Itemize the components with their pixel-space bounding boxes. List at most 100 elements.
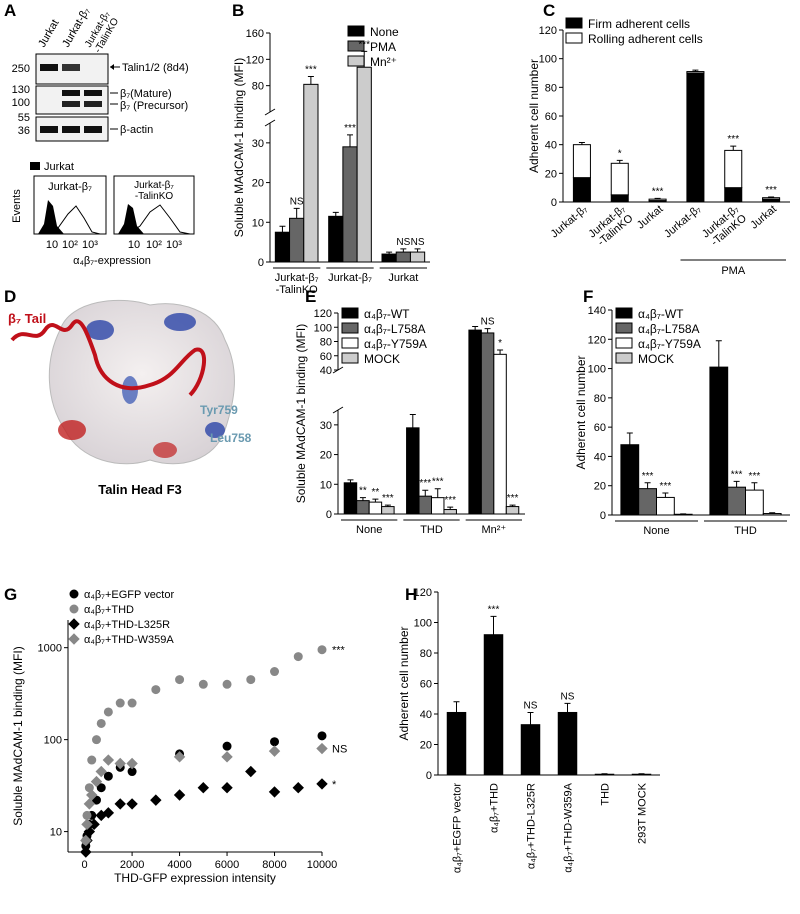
point <box>245 765 257 778</box>
legend-swatch <box>615 307 633 319</box>
y-tick-label: 10 <box>252 217 264 229</box>
y-tick-label: 100 <box>414 618 432 630</box>
error-bar <box>527 711 534 725</box>
y-tick-label: 100 <box>539 54 557 66</box>
bar <box>446 711 467 776</box>
legend-swatch <box>615 337 633 349</box>
error-bar <box>692 69 699 72</box>
panel-letter: D <box>4 287 16 306</box>
point <box>293 652 303 662</box>
legend-label: Jurkat <box>44 161 74 173</box>
y-tick-label: 0 <box>326 509 332 521</box>
panel-letter: E <box>305 287 316 306</box>
legend-marker <box>69 589 79 599</box>
bar <box>505 506 520 515</box>
error-bar <box>279 225 286 233</box>
point <box>317 645 327 655</box>
x-tick-label: Jurkat-β₇ <box>328 272 372 284</box>
surface-patch <box>164 313 196 331</box>
arrow-head <box>110 64 114 70</box>
point <box>80 834 92 847</box>
annotation: *** <box>305 64 317 75</box>
bar <box>368 501 383 515</box>
bar <box>724 149 743 189</box>
bar <box>289 217 305 263</box>
y-tick-label: 20 <box>545 168 557 180</box>
x-tick-label: Mn²⁺ <box>481 524 506 536</box>
bar <box>274 231 291 263</box>
y-tick-label: 20 <box>420 740 432 752</box>
x-tick-label: Jurkat-β₇-TalinKO <box>275 272 319 296</box>
point <box>102 807 115 819</box>
y-tick-label: 30 <box>252 138 264 150</box>
x-tick-label: 2000 <box>120 859 144 871</box>
y-tick-label: 40 <box>545 140 557 152</box>
bar <box>610 162 629 196</box>
legend-label: α₄β₇+THD <box>84 604 134 616</box>
x-tick-label: Jurkat <box>748 203 779 231</box>
panel-letter: A <box>4 1 16 20</box>
legend-label: α₄β₇-WT <box>364 307 410 321</box>
mw-label: 100 <box>12 97 30 109</box>
lane-label: Jurkat <box>36 18 61 50</box>
y-axis-label: Events <box>11 189 23 223</box>
bar <box>686 72 705 203</box>
y-tick-label: 120 <box>539 25 557 37</box>
point <box>316 778 328 790</box>
point <box>221 782 233 794</box>
bar <box>709 366 729 516</box>
x-tick-label: 10³ <box>82 239 98 251</box>
x-tick-label: 10000 <box>307 859 338 871</box>
y-tick-label: 100 <box>44 735 62 747</box>
legend-label: α₄β₇+EGFP vector <box>84 589 174 601</box>
x-tick-label: Jurkat <box>388 272 418 284</box>
error-bar <box>409 413 416 428</box>
y-tick-label: 140 <box>588 305 606 317</box>
x-axis-label: THD-GFP expression intensity <box>114 871 276 885</box>
x-tick-label: Jurkat-β₇-TalinKO <box>586 203 635 250</box>
point <box>270 737 280 747</box>
annotation: *** <box>488 604 500 615</box>
point <box>91 735 101 745</box>
bar <box>381 506 395 515</box>
legend-swatch <box>565 32 583 44</box>
point <box>270 667 280 677</box>
legend-label: Rolling adherent cells <box>588 32 703 46</box>
annotation: *** <box>642 471 654 482</box>
point <box>268 786 281 798</box>
error-bar <box>447 506 454 510</box>
error-bar <box>509 504 516 507</box>
y-tick-label: 0 <box>426 770 432 782</box>
bar <box>406 427 420 515</box>
legend-label: PMA <box>370 40 396 54</box>
x-axis-label: α₄β₇-expression <box>73 255 151 267</box>
y-tick-label: 60 <box>320 351 332 363</box>
x-tick-label: None <box>643 525 669 537</box>
surface-patch <box>205 422 225 438</box>
point <box>103 707 113 717</box>
error-bar <box>347 134 353 147</box>
bar <box>572 144 591 179</box>
annotation: *** <box>727 134 739 145</box>
error-bar <box>497 349 504 355</box>
histogram <box>47 205 101 235</box>
x-tick-label: 10 <box>128 239 140 251</box>
error-bar <box>730 145 737 151</box>
bar <box>557 711 578 776</box>
annotation: ** <box>372 487 380 498</box>
y-tick-label: 10 <box>50 827 62 839</box>
flow-plot <box>113 175 195 235</box>
point <box>87 755 97 765</box>
y-tick-label: 60 <box>420 679 432 691</box>
band <box>40 126 58 133</box>
point <box>317 731 327 741</box>
legend-label: Firm adherent cells <box>588 17 690 31</box>
band-label: Talin1/2 (8d4) <box>122 62 189 74</box>
annotation: *** <box>332 645 346 657</box>
bar <box>343 482 358 515</box>
legend-marker <box>69 604 79 614</box>
bar <box>395 251 411 263</box>
legend-label: α₄β₇+THD-W359A <box>84 634 174 646</box>
flow-plot <box>33 175 107 235</box>
bar <box>686 71 705 74</box>
